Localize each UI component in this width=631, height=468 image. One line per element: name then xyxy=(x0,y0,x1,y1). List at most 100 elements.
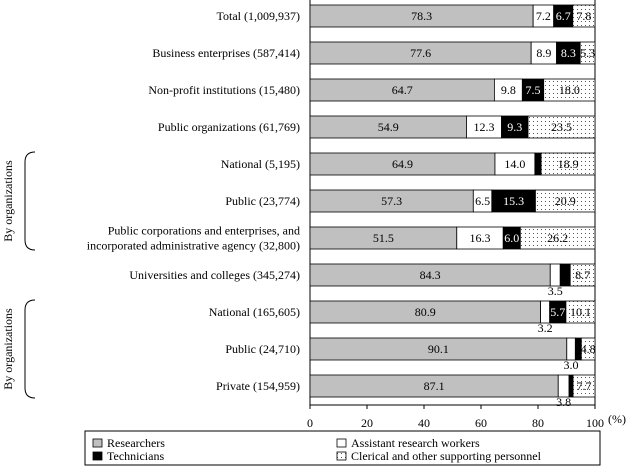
legend-label: Assistant research workers xyxy=(351,436,480,450)
data-label: 7.5 xyxy=(526,83,541,97)
group-brackets: By organizations By organizations xyxy=(1,151,36,399)
data-label: 10.1 xyxy=(570,305,591,319)
data-label: 6.0 xyxy=(504,231,519,245)
bar-row: 80.9 3.2 5.7 10.1 xyxy=(309,300,596,335)
bar-segment-clerical-and-other-supporting-personnel xyxy=(572,374,596,398)
bar-row: 64.7 9.8 7.5 18.0 xyxy=(309,78,596,102)
bar-row: 90.1 3.04.8 xyxy=(309,337,596,372)
bar-row: 64.9 14.0 18.9 xyxy=(309,152,596,176)
bar-segment-clerical-and-other-supporting-personnel xyxy=(543,78,596,102)
group-label: By organizations xyxy=(1,160,15,242)
data-label: 9.8 xyxy=(501,83,516,97)
bar-segment-technicians xyxy=(559,263,571,287)
data-label: 51.5 xyxy=(373,231,394,245)
category-label: National (5,195) xyxy=(221,157,300,171)
data-label: 54.9 xyxy=(378,120,399,134)
data-label: 15.3 xyxy=(503,194,524,208)
legend-item: Technicians xyxy=(92,449,164,463)
category-label: Business enterprises (587,414) xyxy=(152,46,300,60)
legend-label: Clerical and other supporting personnel xyxy=(351,449,542,463)
data-label: 84.3 xyxy=(420,268,441,282)
bar-row: 77.6 8.9 8.3 5.3 xyxy=(309,41,596,65)
category-label: incorporated administrative agency (32,8… xyxy=(87,239,300,253)
legend-label: Technicians xyxy=(107,449,164,463)
bar-segment-clerical-and-other-supporting-personnel xyxy=(579,41,596,65)
bar-segment-assistant-research-workers xyxy=(566,337,576,361)
data-label: 57.3 xyxy=(381,194,402,208)
bar-segment-clerical-and-other-supporting-personnel xyxy=(540,152,596,176)
group-bracket: By organizations xyxy=(1,151,36,251)
group-bracket: By organizations xyxy=(1,299,36,399)
category-label: Public (24,710) xyxy=(225,342,300,356)
category-label: Non-profit institutions (15,480) xyxy=(148,83,300,97)
data-label: 9.3 xyxy=(507,120,522,134)
data-label: 64.9 xyxy=(392,157,413,171)
bar-segment-assistant-research-workers xyxy=(557,374,570,398)
data-label: 20.9 xyxy=(555,194,576,208)
data-label: 6.7 xyxy=(556,9,571,23)
bar-segment-clerical-and-other-supporting-personnel xyxy=(580,337,596,361)
data-label: 8.7 xyxy=(575,268,590,282)
data-label: 77.6 xyxy=(410,46,431,60)
bar-row: 84.3 3.5 8.7 xyxy=(309,263,596,298)
bar-segment-assistant-research-workers xyxy=(540,300,551,324)
legend-swatch xyxy=(336,451,347,461)
bar-row: 57.3 6.5 15.3 20.9 xyxy=(309,189,596,213)
data-label: 3.0 xyxy=(564,358,579,372)
bar-row: 78.3 7.2 6.7 7.8 xyxy=(309,4,596,28)
data-label: 8.9 xyxy=(536,46,551,60)
bar-segment-technicians xyxy=(534,152,542,176)
data-label: 18.9 xyxy=(558,157,579,171)
bar-row: 51.5 16.3 6.0 26.2 xyxy=(309,226,596,250)
data-label: 12.3 xyxy=(473,120,494,134)
data-label: 3.5 xyxy=(548,284,563,298)
bars-layer: 78.3 7.2 6.7 7.8 77.6 8.9 8.3 5.3 64.7 9.8 7.5 18.0… xyxy=(309,4,596,409)
x-tick-label: 60 xyxy=(475,416,487,430)
bar-segment-clerical-and-other-supporting-personnel xyxy=(519,226,596,250)
bar-segment-clerical-and-other-supporting-personnel xyxy=(572,4,596,28)
legend-swatch xyxy=(92,438,103,448)
legend-item: Assistant research workers xyxy=(336,436,480,450)
bar-segment-clerical-and-other-supporting-personnel xyxy=(565,300,596,324)
data-label: 80.9 xyxy=(415,305,436,319)
data-label: 87.1 xyxy=(424,379,445,393)
category-label: Private (154,959) xyxy=(216,379,300,393)
group-label: By organizations xyxy=(1,308,15,390)
x-tick-label: 100 xyxy=(586,416,604,430)
category-label: National (165,605) xyxy=(209,305,300,319)
category-label: Public (23,774) xyxy=(225,194,300,208)
legend-item: Researchers xyxy=(92,436,165,450)
category-label: Public corporations and enterprises, and xyxy=(108,224,300,238)
x-tick-label: 80 xyxy=(532,416,544,430)
legend-label: Researchers xyxy=(107,436,165,450)
bar-segment-technicians xyxy=(568,374,574,398)
data-label: 3.2 xyxy=(538,321,553,335)
data-label: 8.3 xyxy=(561,46,576,60)
bracket-line xyxy=(24,299,36,399)
data-label: 7.2 xyxy=(536,9,551,23)
data-label: 6.5 xyxy=(475,194,490,208)
data-label: 23.5 xyxy=(551,120,572,134)
data-label: 90.1 xyxy=(428,342,449,356)
legend: Researchers Assistant research workers Tec… xyxy=(84,430,601,466)
bar-row: 54.9 12.3 9.3 23.5 xyxy=(309,115,596,139)
data-label: 16.3 xyxy=(470,231,491,245)
data-label: 64.7 xyxy=(392,83,413,97)
legend-swatch xyxy=(92,451,103,461)
data-label: 7.7 xyxy=(577,379,592,393)
data-label: 78.3 xyxy=(411,9,432,23)
axes-layer: 0 20 40 60 80 100 (%) xyxy=(307,0,626,430)
x-unit-label: (%) xyxy=(608,412,626,426)
data-label: 14.0 xyxy=(504,157,525,171)
data-label: 5.3 xyxy=(580,46,595,60)
category-label: Universities and colleges (345,274) xyxy=(129,268,300,282)
category-labels: Total (1,009,937) Business enterprises (5… xyxy=(87,9,300,393)
bar-segment-clerical-and-other-supporting-personnel xyxy=(527,115,596,139)
category-label: Total (1,009,937) xyxy=(217,9,300,23)
bar-segment-clerical-and-other-supporting-personnel xyxy=(535,189,596,213)
bar-row: 87.1 3.8 7.7 xyxy=(309,374,596,409)
x-tick-label: 40 xyxy=(418,416,430,430)
x-tick-label: 20 xyxy=(361,416,373,430)
x-tick-label: 0 xyxy=(307,416,313,430)
category-label: Public organizations (61,769) xyxy=(158,120,300,134)
